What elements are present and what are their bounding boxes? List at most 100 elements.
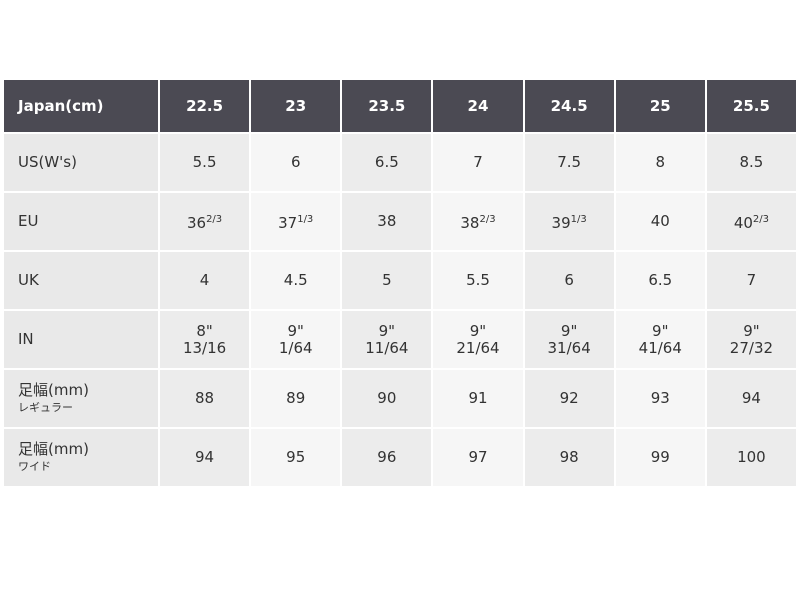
cell-line: 93 <box>651 390 670 407</box>
cell: 6 <box>524 252 614 309</box>
cell-text: 6 <box>564 271 574 289</box>
cell-text: EU <box>18 212 39 230</box>
cell: 6.5 <box>615 252 705 309</box>
cell-line: 92 <box>560 390 579 407</box>
cell: 100 <box>706 429 796 486</box>
row-label: 足幅(mm) ワイド <box>4 429 158 486</box>
cell-line: 4 <box>200 272 210 289</box>
cell-line: 89 <box>286 390 305 407</box>
cell-line: 99 <box>651 449 670 466</box>
cell: 96 <box>342 429 432 486</box>
cell-line: UK <box>18 272 39 289</box>
cell-line: レギュラー <box>18 400 73 414</box>
cell-line: 足幅(mm) <box>18 380 89 399</box>
fraction: 2/3 <box>479 214 496 225</box>
cell: 38 <box>342 193 432 250</box>
cell-text: 39 <box>551 214 571 232</box>
cell: 4 <box>160 252 250 309</box>
cell-text: 8 <box>655 153 666 171</box>
cell-line: 391/3 <box>552 211 587 232</box>
cell: 94 <box>706 370 796 427</box>
cell-line: 9" <box>287 321 304 340</box>
cell-line: 98 <box>560 449 579 466</box>
cell-line: 38 <box>377 213 396 230</box>
cell-text: 94 <box>195 448 215 466</box>
cell-line: 402/3 <box>734 211 769 232</box>
cell-text: 7 <box>746 271 757 289</box>
cell-line: 88 <box>195 390 214 407</box>
cell: 97 <box>433 429 523 486</box>
cell: 95 <box>251 429 341 486</box>
cell-text: 99 <box>650 448 670 466</box>
cell-line: 97 <box>468 449 487 466</box>
cell-line: 9" <box>743 321 760 340</box>
row-label: EU <box>4 193 158 250</box>
cell-text: 96 <box>377 448 397 466</box>
cell-line: 8 <box>656 154 666 171</box>
cell-text: 6 <box>290 153 301 171</box>
cell: 5 <box>342 252 432 309</box>
cell-text: 94 <box>741 389 761 407</box>
cell-text: IN <box>18 330 34 348</box>
cell: 93 <box>615 370 705 427</box>
cell-text: 91 <box>468 389 488 407</box>
cell-line: 9" <box>652 321 669 340</box>
cell-text: 4 <box>199 271 210 289</box>
cell-text: 7.5 <box>557 153 582 171</box>
cell: 362/3 <box>160 193 250 250</box>
cell-line: 5.5 <box>193 154 217 171</box>
cell: 91 <box>433 370 523 427</box>
cell-line: 100 <box>737 449 766 466</box>
cell-line: 31/64 <box>547 338 591 357</box>
cell-line: 21/64 <box>456 338 500 357</box>
cell: 99 <box>615 429 705 486</box>
fraction: 1/3 <box>297 214 314 225</box>
cell: 9" 31/64 <box>524 311 614 368</box>
cell-line: 362/3 <box>187 211 222 232</box>
cell-line: 5 <box>382 272 392 289</box>
cell: 90 <box>342 370 432 427</box>
cell-text: 6.5 <box>648 271 673 289</box>
cell: 5.5 <box>433 252 523 309</box>
cell: 6 <box>251 134 341 191</box>
cell: 6.5 <box>342 134 432 191</box>
cell: 371/3 <box>251 193 341 250</box>
cell-line: 8.5 <box>739 154 763 171</box>
cell-text: US(W's) <box>18 153 77 171</box>
size-table: Japan(cm) 22.5 23 23.5 24 24.5 25 25.5 US(W's) 5.… <box>4 80 796 486</box>
cell-text: 7 <box>473 153 483 171</box>
cell-text: 89 <box>286 389 306 407</box>
header-cell: Japan(cm) <box>4 80 158 132</box>
cell-line: 9" <box>469 321 487 340</box>
cell-line: 382/3 <box>460 211 495 232</box>
cell-text: 40 <box>733 214 753 232</box>
cell-text: 8.5 <box>739 153 764 171</box>
cell-text: UK <box>18 271 39 289</box>
header-cell: 24.5 <box>524 80 614 132</box>
cell-line: ワイド <box>18 459 51 473</box>
cell: 9" 21/64 <box>433 311 523 368</box>
cell: 7 <box>433 134 523 191</box>
cell-text: 92 <box>559 389 579 407</box>
cell-line: 6 <box>291 154 301 171</box>
cell: 9" 27/32 <box>706 311 796 368</box>
row-label: 足幅(mm) レギュラー <box>4 370 158 427</box>
cell-line: 95 <box>286 449 305 466</box>
cell: 92 <box>524 370 614 427</box>
cell-line: 9" <box>378 321 396 340</box>
cell-line: 91 <box>468 390 487 407</box>
cell: 8 <box>615 134 705 191</box>
cell-text: 38 <box>377 212 397 230</box>
cell-line: 94 <box>195 449 214 466</box>
cell-text: 5.5 <box>466 271 490 289</box>
header-cell: 23 <box>251 80 341 132</box>
fraction: 1/3 <box>570 214 587 225</box>
cell-text: 88 <box>195 389 215 407</box>
fraction: 2/3 <box>206 214 223 225</box>
cell: 5.5 <box>160 134 250 191</box>
header-cell: 23.5 <box>342 80 432 132</box>
cell-text: 37 <box>278 214 298 232</box>
cell-line: 27/32 <box>729 338 774 357</box>
cell: 4.5 <box>251 252 341 309</box>
cell-line: 9" <box>560 321 578 340</box>
